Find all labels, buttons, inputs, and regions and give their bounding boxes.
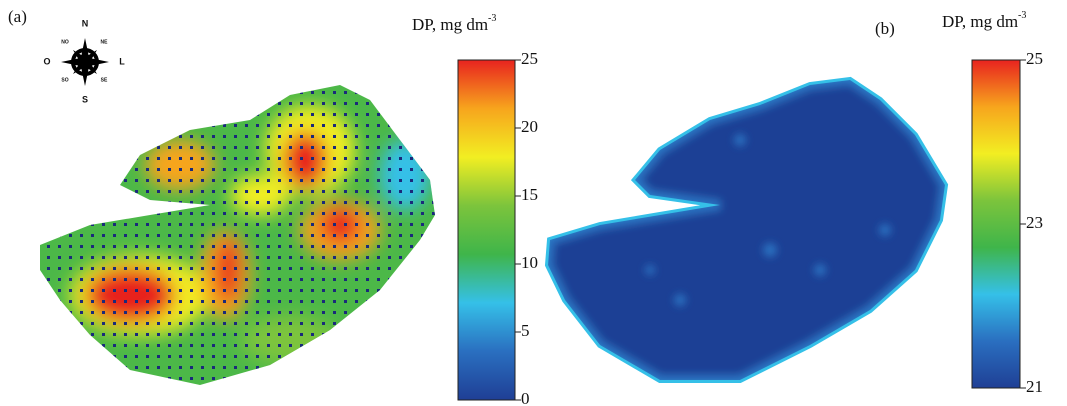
compass-label: SE: [101, 77, 108, 83]
colorbar-tick-label: 5: [521, 321, 530, 340]
colorbar: [971, 59, 1021, 389]
map-a: [40, 85, 435, 385]
colorbar-tick-label: 15: [521, 185, 538, 204]
colorbar-title-exponent: -3: [1018, 10, 1026, 21]
compass: [61, 38, 109, 86]
colorbar-tick-label: 10: [521, 253, 538, 272]
compass-label: L: [119, 56, 125, 66]
colorbar-title-exponent: -3: [488, 13, 496, 24]
colorbar-title-text: DP, mg dm: [412, 15, 488, 34]
colorbar-title: DP, mg dm-3: [942, 10, 1026, 31]
compass-label: O: [43, 56, 50, 66]
compass-label: NE: [101, 39, 109, 45]
compass-label: N: [82, 18, 89, 28]
colorbar-tick-label: 25: [1026, 49, 1043, 68]
compass-label: NO: [61, 39, 69, 45]
panel-label: (a): [8, 7, 27, 26]
map-b: [544, 76, 949, 383]
colorbar-tick-label: 21: [1026, 377, 1043, 396]
colorbar-tick-label: 25: [521, 49, 538, 68]
colorbar-tick-label: 23: [1026, 213, 1043, 232]
panel-label: (b): [875, 19, 895, 38]
compass-label: S: [82, 94, 88, 104]
colorbar-title: DP, mg dm-3: [412, 13, 496, 34]
colorbar-tick-label: 20: [521, 117, 538, 136]
colorbar-tick-label: 0: [521, 389, 530, 406]
compass-label: SO: [61, 77, 68, 83]
colorbar: [457, 59, 516, 401]
colorbar-title-text: DP, mg dm: [942, 12, 1018, 31]
